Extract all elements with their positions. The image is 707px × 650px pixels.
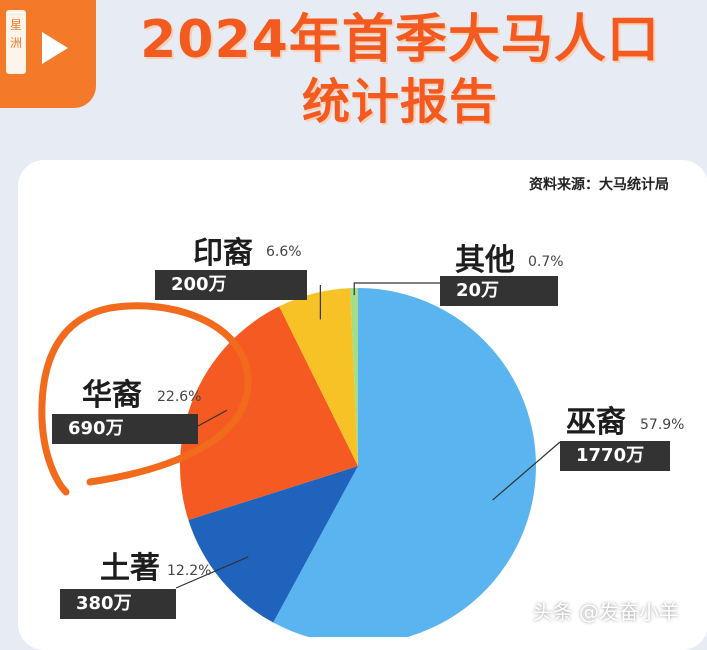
leader-line [197, 409, 228, 427]
label-value-bumiputera: 380万 [60, 589, 176, 619]
label-name-malay: 巫裔 [566, 405, 626, 440]
pie-slice [273, 288, 536, 637]
label-value-indian: 200万 [155, 270, 307, 300]
label-name-bumiputera: 土著 [100, 551, 160, 586]
pie-slice [180, 306, 358, 520]
leader-line [353, 282, 440, 296]
label-pct-indian: 6.6% [266, 244, 302, 260]
pie-slice [279, 288, 358, 466]
label-value-chinese: 690万 [52, 414, 198, 444]
label-value-malay: 1770万 [560, 441, 670, 471]
label-pct-malay: 57.9% [640, 417, 685, 433]
logo-text: 星洲 [6, 10, 26, 74]
play-icon [42, 32, 68, 64]
leader-line [492, 441, 561, 501]
hand-drawn-circle-annotation [38, 302, 252, 496]
label-value-others: 20万 [440, 276, 558, 306]
report-subtitle: 统计报告 [301, 74, 498, 130]
data-source: 资料来源：大马统计局 [529, 177, 669, 193]
label-name-indian: 印裔 [193, 236, 253, 271]
label-pct-chinese: 22.6% [157, 389, 202, 405]
label-pct-others: 0.7% [528, 254, 564, 270]
pie-slice [188, 466, 358, 623]
label-name-chinese: 华裔 [82, 378, 142, 413]
label-name-others: 其他 [455, 243, 515, 278]
label-pct-bumiputera: 12.2% [167, 563, 212, 579]
leader-line [175, 556, 249, 589]
watermark: 头条 @发奋小羊 [532, 600, 679, 624]
report-title: 2024年首季大马人口 [140, 10, 660, 70]
publisher-logo: 星洲 [0, 0, 96, 108]
pie-slice [350, 288, 358, 466]
